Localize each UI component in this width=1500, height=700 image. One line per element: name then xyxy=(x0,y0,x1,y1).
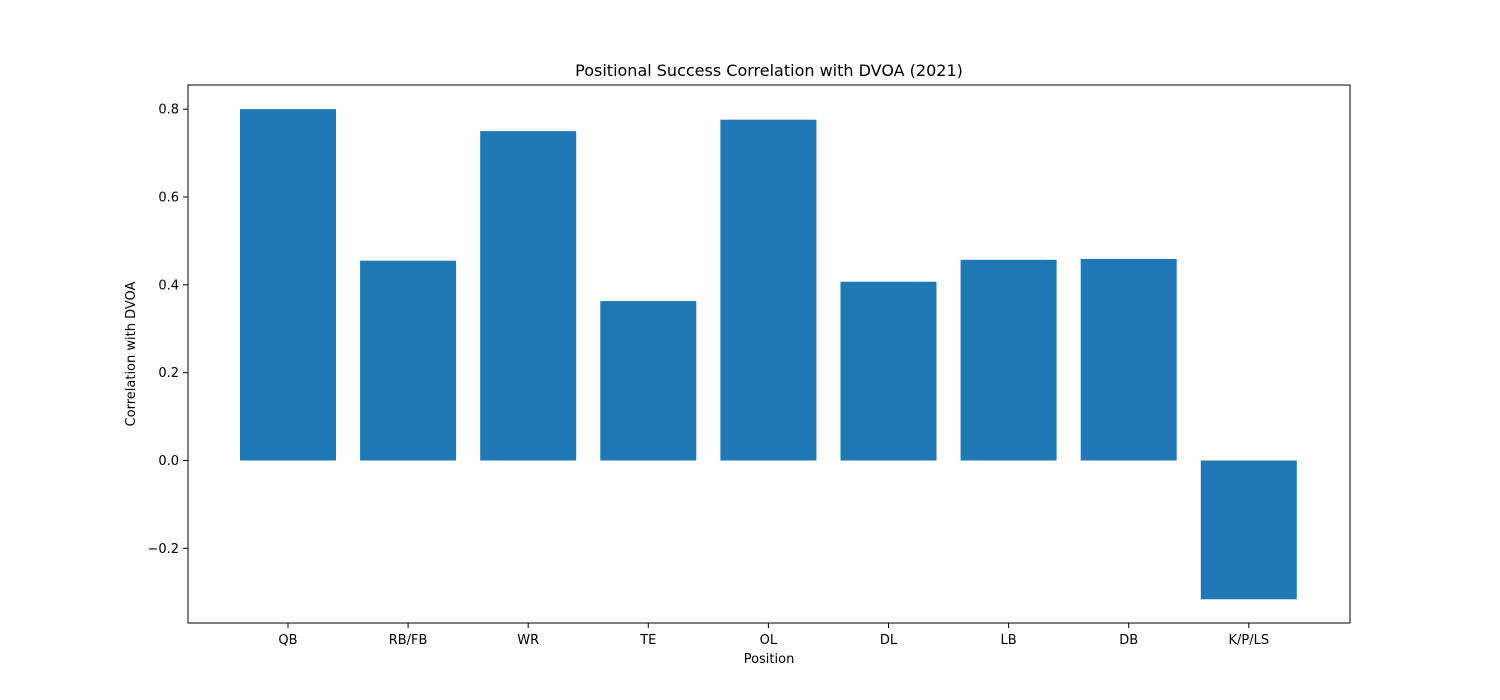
x-tick-label: DB xyxy=(1119,633,1138,648)
bar-lb xyxy=(960,259,1057,461)
x-tick-label: QB xyxy=(278,633,297,648)
y-axis-ticks: −0.2 0.0 0.2 0.4 0.6 0.8 xyxy=(147,103,188,557)
x-tick-label: LB xyxy=(1001,633,1017,648)
x-tick-label: RB/FB xyxy=(389,633,428,648)
bar-rb-fb xyxy=(360,260,457,461)
x-axis-label: Position xyxy=(744,652,795,667)
x-tick-label: WR xyxy=(517,633,539,648)
y-tick-label: −0.2 xyxy=(147,542,179,557)
x-tick-label: K/P/LS xyxy=(1228,633,1269,648)
y-tick-label: 0.4 xyxy=(158,278,179,293)
bar-ol xyxy=(720,119,817,461)
y-axis-label: Correlation with DVOA xyxy=(124,281,139,426)
bar-wr xyxy=(480,131,577,461)
y-tick-label: 0.8 xyxy=(158,103,179,118)
y-tick-label: 0.0 xyxy=(158,454,179,469)
bar-te xyxy=(600,301,697,461)
bar-dl xyxy=(840,281,937,461)
bar-qb xyxy=(240,109,336,461)
bars-group xyxy=(240,109,1297,600)
y-tick-label: 0.2 xyxy=(158,366,179,381)
x-tick-label: DL xyxy=(880,633,898,648)
x-tick-label: OL xyxy=(760,633,778,648)
x-axis-ticks: QB RB/FB WR TE OL DL LB DB K/P/LS xyxy=(278,623,1269,648)
plot-area-frame xyxy=(187,84,1351,624)
y-tick-label: 0.6 xyxy=(158,190,179,205)
chart-title: Positional Success Correlation with DVOA… xyxy=(575,61,963,80)
bar-db xyxy=(1080,258,1177,461)
x-tick-label: TE xyxy=(639,633,656,648)
bar-k-p-ls xyxy=(1200,460,1297,600)
